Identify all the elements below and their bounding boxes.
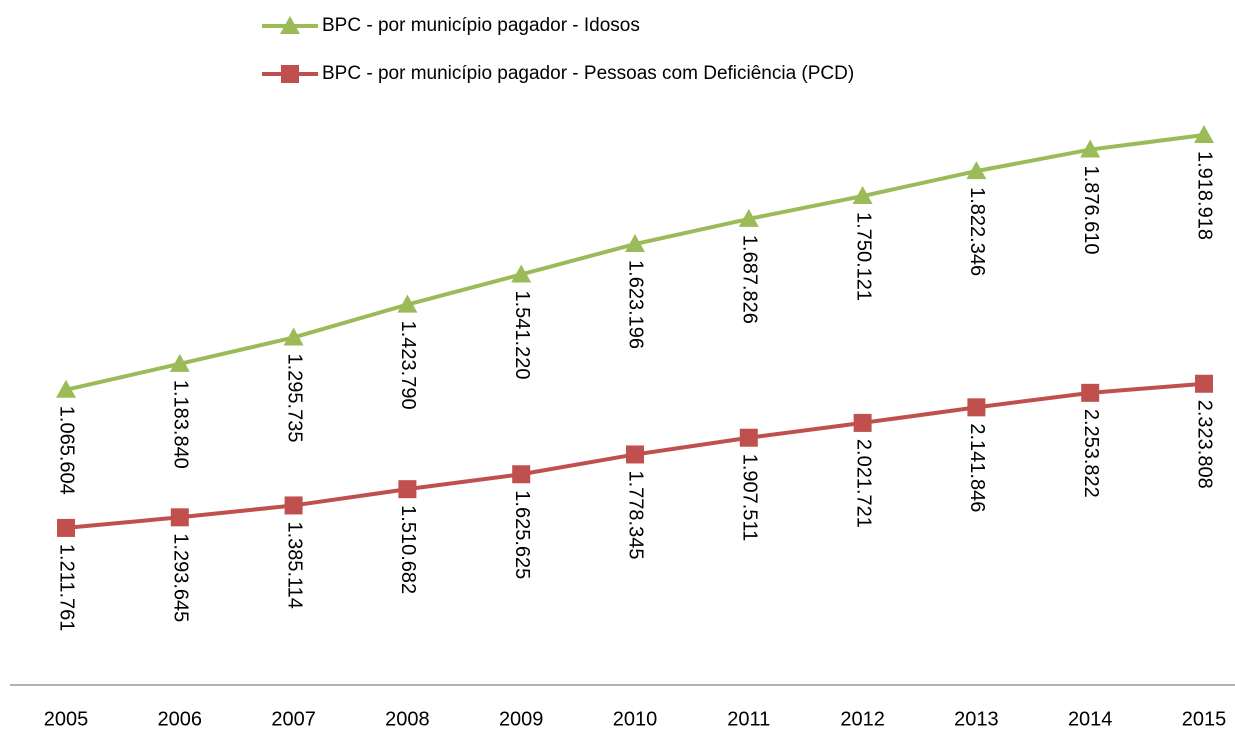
data-label: 1.778.345 xyxy=(625,470,647,559)
data-label: 1.907.511 xyxy=(739,454,761,542)
marker xyxy=(738,208,759,227)
data-label: 1.822.346 xyxy=(966,187,988,276)
legend-marker xyxy=(281,65,299,83)
x-tick-label: 2011 xyxy=(727,708,770,730)
data-label: 1.918.918 xyxy=(1194,151,1216,240)
legend-marker xyxy=(280,16,300,34)
marker xyxy=(625,234,645,253)
x-tick-label: 2005 xyxy=(44,708,89,730)
data-label: 1.687.826 xyxy=(739,235,761,324)
data-label: 2.253.822 xyxy=(1080,409,1102,498)
marker xyxy=(1081,383,1100,402)
data-label: 1.183.840 xyxy=(170,380,192,469)
marker xyxy=(398,480,417,499)
marker xyxy=(397,294,418,313)
marker xyxy=(967,398,986,417)
marker xyxy=(852,186,873,205)
x-tick-label: 2014 xyxy=(1068,708,1113,730)
x-tick-label: 2012 xyxy=(840,708,885,730)
x-tick-label: 2009 xyxy=(499,708,544,730)
data-label: 1.295.735 xyxy=(283,353,305,442)
data-label: 1.423.790 xyxy=(397,321,419,410)
marker xyxy=(284,496,303,515)
marker xyxy=(739,428,758,447)
legend-label: BPC - por município pagador - Idosos xyxy=(322,15,640,36)
legend-label: BPC - por município pagador - Pessoas co… xyxy=(322,63,854,84)
marker xyxy=(966,161,987,180)
marker xyxy=(626,445,644,464)
data-label: 1.876.610 xyxy=(1080,166,1102,255)
marker xyxy=(283,327,304,346)
marker xyxy=(1080,139,1101,158)
data-label: 1.625.625 xyxy=(511,490,533,579)
data-label: 1.385.114 xyxy=(283,521,305,609)
data-label: 1.541.220 xyxy=(511,290,533,379)
marker xyxy=(170,508,189,527)
x-tick-label: 2010 xyxy=(613,708,658,730)
marker xyxy=(169,353,190,372)
data-label: 2.323.808 xyxy=(1194,400,1216,489)
data-label: 1.750.121 xyxy=(852,212,874,301)
marker xyxy=(512,465,531,484)
data-label: 1.211.761 xyxy=(56,544,78,632)
x-tick-label: 2008 xyxy=(385,708,430,730)
marker xyxy=(1194,125,1214,143)
marker xyxy=(511,264,532,283)
marker xyxy=(853,413,872,432)
data-label: 2.141.846 xyxy=(966,423,988,512)
x-tick-label: 2007 xyxy=(271,708,316,730)
x-tick-label: 2015 xyxy=(1182,708,1227,730)
data-label: 1.293.645 xyxy=(170,533,192,622)
x-tick-label: 2013 xyxy=(954,708,999,730)
marker xyxy=(1195,374,1213,393)
data-label: 1.510.682 xyxy=(397,505,419,594)
data-label: 1.065.604 xyxy=(56,406,78,495)
x-tick-label: 2006 xyxy=(158,708,203,730)
data-label: 2.021.721 xyxy=(852,439,874,528)
data-label: 1.623.196 xyxy=(625,260,647,349)
marker xyxy=(57,518,75,537)
marker xyxy=(56,379,76,398)
